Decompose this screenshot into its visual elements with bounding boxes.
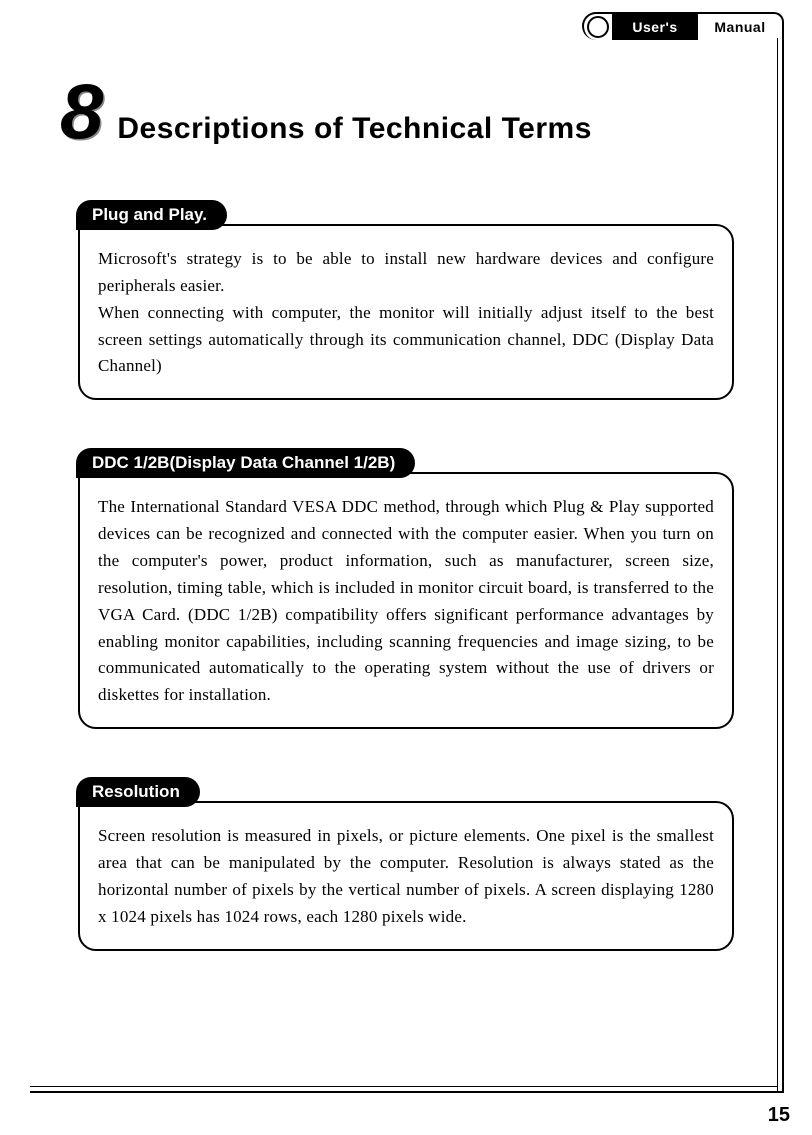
tab-manual: Manual [698, 12, 784, 40]
chapter-number: 8 [60, 80, 103, 142]
page-number: 15 [768, 1104, 790, 1127]
chapter-title: Descriptions of Technical Terms [117, 112, 592, 146]
section-body: Screen resolution is measured in pixels,… [78, 801, 734, 950]
section-plug-and-play: Plug and Play. Microsoft's strategy is t… [78, 200, 734, 400]
page: User's Manual 8 Descriptions of Technica… [0, 0, 812, 1135]
section-body: The International Standard VESA DDC meth… [78, 472, 734, 729]
section-label: DDC 1/2B(Display Data Channel 1/2B) [76, 448, 415, 478]
section-resolution: Resolution Screen resolution is measured… [78, 777, 734, 950]
tab-users: User's [612, 12, 698, 40]
bottom-border-outer [30, 1091, 784, 1093]
section-label: Plug and Play. [76, 200, 227, 230]
header-tabs: User's Manual [582, 12, 784, 40]
section-body: Microsoft's strategy is to be able to in… [78, 224, 734, 400]
sections-container: Plug and Play. Microsoft's strategy is t… [78, 200, 734, 1065]
bottom-border-inner [30, 1086, 778, 1087]
right-border-inner [777, 38, 778, 1093]
section-ddc: DDC 1/2B(Display Data Channel 1/2B) The … [78, 448, 734, 729]
section-label: Resolution [76, 777, 200, 807]
binder-hole-icon [582, 12, 612, 40]
right-border-outer [782, 38, 784, 1093]
chapter-header: 8 Descriptions of Technical Terms [60, 80, 752, 146]
